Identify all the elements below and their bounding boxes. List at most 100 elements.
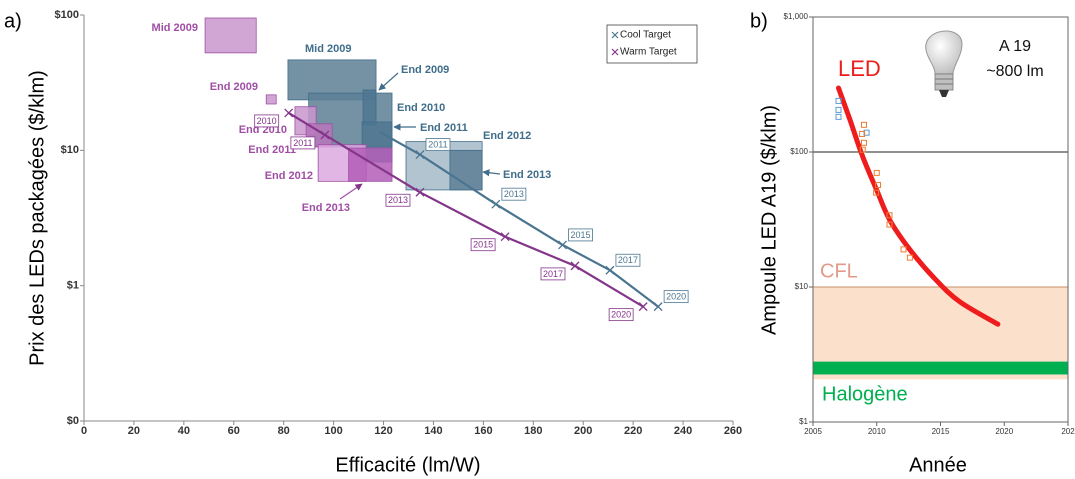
y-tick-label: $1 — [799, 417, 808, 426]
target-marker — [415, 187, 425, 197]
point-label: 2011 — [428, 139, 447, 149]
series-line — [287, 111, 645, 308]
target-marker — [491, 199, 501, 209]
target-marker — [415, 150, 425, 160]
box-label: End 2013 — [302, 202, 350, 214]
point-label: 2013 — [388, 195, 408, 205]
band — [813, 361, 1068, 375]
data-point — [861, 139, 867, 146]
range-box — [204, 17, 257, 54]
annotation: ~800 lm — [986, 63, 1043, 80]
data-point — [835, 97, 842, 104]
target-marker — [638, 302, 648, 312]
legend-label: Cool Target — [620, 30, 671, 41]
target-marker — [284, 108, 294, 118]
x-tick-label: 240 — [674, 425, 692, 437]
band-label: Halogène — [822, 383, 908, 405]
data-point — [835, 106, 842, 113]
box-label: End 2010 — [397, 102, 445, 114]
point-label-box — [425, 138, 451, 151]
data-point — [863, 129, 870, 136]
x-tick-label: 2010 — [868, 427, 886, 436]
legend-marker — [611, 31, 619, 39]
point-label-box — [608, 308, 634, 322]
panel-label: b) — [750, 10, 768, 32]
x-tick-label: 60 — [228, 425, 240, 437]
point-label-box — [470, 238, 496, 252]
x-tick-label: 2015 — [932, 427, 950, 436]
point-label: 2017 — [618, 255, 638, 265]
x-tick-label: 0 — [81, 425, 87, 437]
x-tick-label: 260 — [724, 425, 742, 437]
x-tick-label: 120 — [374, 425, 392, 437]
box-label: End 2009 — [210, 81, 258, 93]
x-tick-label: 160 — [474, 425, 492, 437]
point-label-box — [385, 193, 411, 207]
data-point — [861, 121, 867, 128]
point-label-box — [290, 136, 316, 150]
box-label: End 2013 — [503, 169, 551, 181]
box-label: Mid 2009 — [152, 22, 198, 34]
range-box — [449, 149, 483, 191]
plot-frame — [812, 16, 1069, 423]
data-point — [886, 212, 893, 219]
point-label: 2015 — [570, 230, 590, 240]
y-tick-label: $10 — [61, 144, 79, 156]
y-axis-title: Prix des LEDs packagées ($/klm) — [26, 70, 48, 366]
callout-arrow — [378, 72, 399, 91]
annotation: A 19 — [999, 38, 1031, 55]
x-tick-label: 200 — [574, 425, 592, 437]
box-label: End 2012 — [483, 130, 531, 142]
x-tick-label: 100 — [324, 425, 342, 437]
data-point — [859, 146, 866, 153]
bulb-icon — [925, 30, 963, 97]
legend-marker — [611, 48, 619, 56]
x-tick-label: 80 — [278, 425, 290, 437]
point-label: 2020 — [666, 292, 686, 302]
point-label-box — [568, 228, 593, 242]
data-point — [873, 169, 880, 176]
point-label-box — [501, 187, 527, 201]
target-marker — [500, 232, 510, 242]
point-label: 2011 — [293, 138, 312, 148]
x-tick-label: 2005 — [804, 427, 822, 436]
y-tick-label: $10 — [795, 282, 809, 291]
box-label: End 2011 — [420, 122, 468, 134]
point-label-box — [663, 290, 689, 304]
point-label-box — [615, 253, 641, 267]
x-tick-label: 180 — [524, 425, 542, 437]
data-point — [886, 221, 893, 228]
legend-box — [606, 24, 698, 64]
y-tick-label: $1,000 — [784, 12, 809, 21]
range-box — [362, 89, 377, 126]
box-label: End 2011 — [248, 144, 296, 156]
y-axis-title: Ampoule LED A19 ($/klm) — [758, 105, 780, 335]
x-tick-label: 20 — [128, 425, 140, 437]
y-tick-label: $0 — [67, 415, 79, 427]
x-tick-label: 40 — [178, 425, 190, 437]
point-label: 2013 — [504, 189, 524, 199]
data-point — [835, 113, 842, 120]
target-marker — [570, 261, 580, 271]
target-marker — [605, 265, 615, 275]
point-label: 2017 — [543, 269, 563, 279]
data-point — [875, 181, 882, 188]
point-label-box — [540, 267, 566, 281]
callout-arrow — [482, 169, 501, 177]
y-tick-label: $100 — [790, 147, 808, 156]
x-tick-label: 140 — [424, 425, 442, 437]
box-label: End 2009 — [401, 64, 449, 76]
x-tick-label: 220 — [624, 425, 642, 437]
target-marker — [653, 302, 663, 312]
x-tick-label: 2020 — [995, 427, 1013, 436]
range-box — [265, 94, 277, 105]
point-label: 2015 — [473, 240, 493, 250]
panel-label: a) — [4, 10, 22, 32]
x-axis-title: Année — [909, 454, 967, 476]
series-label: LED — [838, 56, 881, 81]
series-line — [836, 85, 1001, 327]
box-label: Mid 2009 — [305, 43, 351, 55]
x-tick-label: 202 — [1061, 427, 1075, 436]
